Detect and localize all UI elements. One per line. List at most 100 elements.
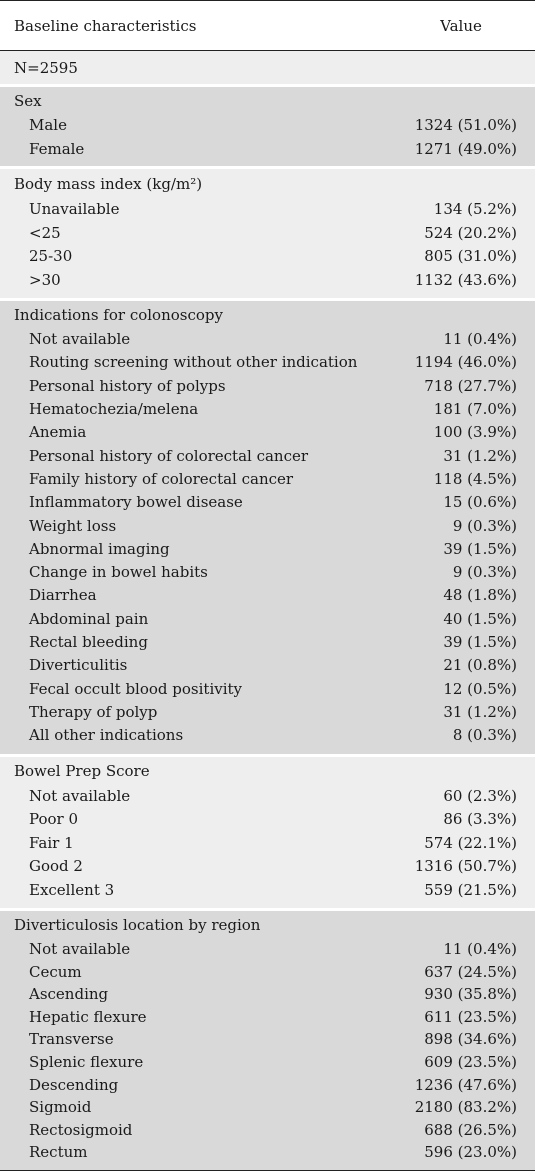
row-value: 524 (20.2%) xyxy=(424,223,517,242)
row-value: 805 (31.0%) xyxy=(424,247,517,266)
table-row: Cecum 637 (24.5%) xyxy=(0,961,535,984)
row-value: 1194 (46.0%) xyxy=(414,353,517,372)
row-label: Personal history of colorectal cancer xyxy=(29,446,309,465)
row-label: <25 xyxy=(29,223,61,242)
table-row: Excellent 3 559 (21.5%) xyxy=(0,879,535,903)
group-separator xyxy=(0,84,535,87)
row-label: Inflammatory bowel disease xyxy=(29,493,243,512)
row-value: 31 (1.2%) xyxy=(443,446,517,465)
table-row: Not available 11 (0.4%) xyxy=(0,938,535,961)
table-body: Sex Male 1324 (51.0%) Female 1271 (49.0%) Bod… xyxy=(0,84,535,1171)
table-row: Routing screening without other indicati… xyxy=(0,351,535,374)
table-row: Fecal occult blood positivity 12 (0.5%) xyxy=(0,677,535,700)
table-row: Personal history of polyps 718 (27.7%) xyxy=(0,375,535,398)
row-label: Not available xyxy=(29,786,131,805)
row-value: 21 (0.8%) xyxy=(443,656,517,675)
row-label: Therapy of polyp xyxy=(29,702,158,721)
table-group: Sex Male 1324 (51.0%) Female 1271 (49.0%) xyxy=(0,87,535,166)
row-value: 100 (3.9%) xyxy=(433,423,517,442)
row-label: Routing screening without other indicati… xyxy=(29,353,358,372)
group-separator xyxy=(0,298,535,301)
table-row: Unavailable 134 (5.2%) xyxy=(0,198,535,222)
row-value: 48 (1.8%) xyxy=(443,586,517,605)
table-row: Therapy of polyp 31 (1.2%) xyxy=(0,701,535,724)
table-row: Male 1324 (51.0%) xyxy=(0,114,535,138)
row-label: Ascending xyxy=(29,985,109,1004)
n-row: N=2595 xyxy=(0,51,535,84)
row-label: All other indications xyxy=(29,726,184,745)
row-value: 8 (0.3%) xyxy=(452,726,517,745)
row-value: 596 (23.0%) xyxy=(424,1143,517,1162)
row-value: 39 (1.5%) xyxy=(443,633,517,651)
table-group: Body mass index (kg/m²) Unavailable 134 (5… xyxy=(0,169,535,298)
header-characteristics: Baseline characteristics xyxy=(14,16,197,35)
row-label: Change in bowel habits xyxy=(29,563,208,582)
table-group: Indications for colonoscopy Not available… xyxy=(0,301,535,755)
row-value: 40 (1.5%) xyxy=(443,609,517,628)
row-value: 15 (0.6%) xyxy=(443,493,517,512)
table-group: Bowel Prep Score Not available 60 (2.3%) Po… xyxy=(0,757,535,909)
row-label: Abdominal pain xyxy=(29,609,149,628)
group-separator xyxy=(0,166,535,169)
group-title: Sex xyxy=(14,91,42,110)
row-label: Family history of colorectal cancer xyxy=(29,469,294,488)
row-value: 31 (1.2%) xyxy=(443,702,517,721)
row-value: 609 (23.5%) xyxy=(424,1053,517,1072)
row-value: 611 (23.5%) xyxy=(424,1007,517,1026)
row-value: 1236 (47.6%) xyxy=(414,1075,517,1094)
table-row: Ascending 930 (35.8%) xyxy=(0,984,535,1007)
row-value: 637 (24.5%) xyxy=(424,962,517,981)
table-row: Family history of colorectal cancer 118 (… xyxy=(0,468,535,491)
table-row: Descending 1236 (47.6%) xyxy=(0,1074,535,1097)
row-value: 60 (2.3%) xyxy=(443,786,517,805)
table-row: Weight loss 9 (0.3%) xyxy=(0,514,535,537)
row-value: 1132 (43.6%) xyxy=(414,270,517,289)
row-label: Not available xyxy=(29,940,131,959)
row-label: Splenic flexure xyxy=(29,1053,144,1072)
row-label: Weight loss xyxy=(29,516,117,535)
table-row: Rectosigmoid 688 (26.5%) xyxy=(0,1119,535,1142)
row-value: 9 (0.3%) xyxy=(452,563,517,582)
row-label: Fair 1 xyxy=(29,833,74,852)
group-title: Diverticulosis location by region xyxy=(14,915,261,934)
table-row: Diverticulitis 21 (0.8%) xyxy=(0,654,535,677)
table-row: Diarrhea 48 (1.8%) xyxy=(0,584,535,607)
row-label: Rectum xyxy=(29,1143,88,1162)
row-value: 688 (26.5%) xyxy=(424,1120,517,1139)
row-value: 86 (3.3%) xyxy=(443,810,517,829)
row-value: 12 (0.5%) xyxy=(443,679,517,698)
table-row: Not available 11 (0.4%) xyxy=(0,328,535,351)
row-label: Personal history of polyps xyxy=(29,376,226,395)
table-row: Not available 60 (2.3%) xyxy=(0,784,535,808)
group-separator xyxy=(0,754,535,758)
row-label: Rectal bleeding xyxy=(29,633,148,651)
group-title: Body mass index (kg/m²) xyxy=(14,174,203,193)
table-row: Hepatic flexure 611 (23.5%) xyxy=(0,1006,535,1029)
row-label: Good 2 xyxy=(29,857,83,876)
row-label: Unavailable xyxy=(29,200,120,219)
table-header: Baseline characteristics Value xyxy=(0,0,535,51)
row-label: 25-30 xyxy=(29,247,73,266)
table-row: Sigmoid 2180 (83.2%) xyxy=(0,1096,535,1119)
row-value: 134 (5.2%) xyxy=(433,200,517,219)
row-label: Transverse xyxy=(29,1030,114,1049)
row-label: Hematochezia/melena xyxy=(29,400,199,419)
row-value: 574 (22.1%) xyxy=(424,833,517,852)
table-row: Personal history of colorectal cancer 31 … xyxy=(0,444,535,467)
row-value: 1271 (49.0%) xyxy=(414,139,517,158)
table-row: Rectal bleeding 39 (1.5%) xyxy=(0,631,535,654)
row-label: Diarrhea xyxy=(29,586,97,605)
row-value: 718 (27.7%) xyxy=(424,376,517,395)
row-label: Fecal occult blood positivity xyxy=(29,679,243,698)
row-label: Anemia xyxy=(29,423,87,442)
row-label: Sigmoid xyxy=(29,1098,92,1117)
table-row: Poor 0 86 (3.3%) xyxy=(0,808,535,832)
row-label: Abnormal imaging xyxy=(29,539,170,558)
table-row: <25 524 (20.2%) xyxy=(0,222,535,246)
row-label: >30 xyxy=(29,270,61,289)
row-value: 930 (35.8%) xyxy=(424,985,517,1004)
row-value: 559 (21.5%) xyxy=(424,881,517,900)
row-label: Cecum xyxy=(29,962,82,981)
row-value: 2180 (83.2%) xyxy=(414,1098,517,1117)
